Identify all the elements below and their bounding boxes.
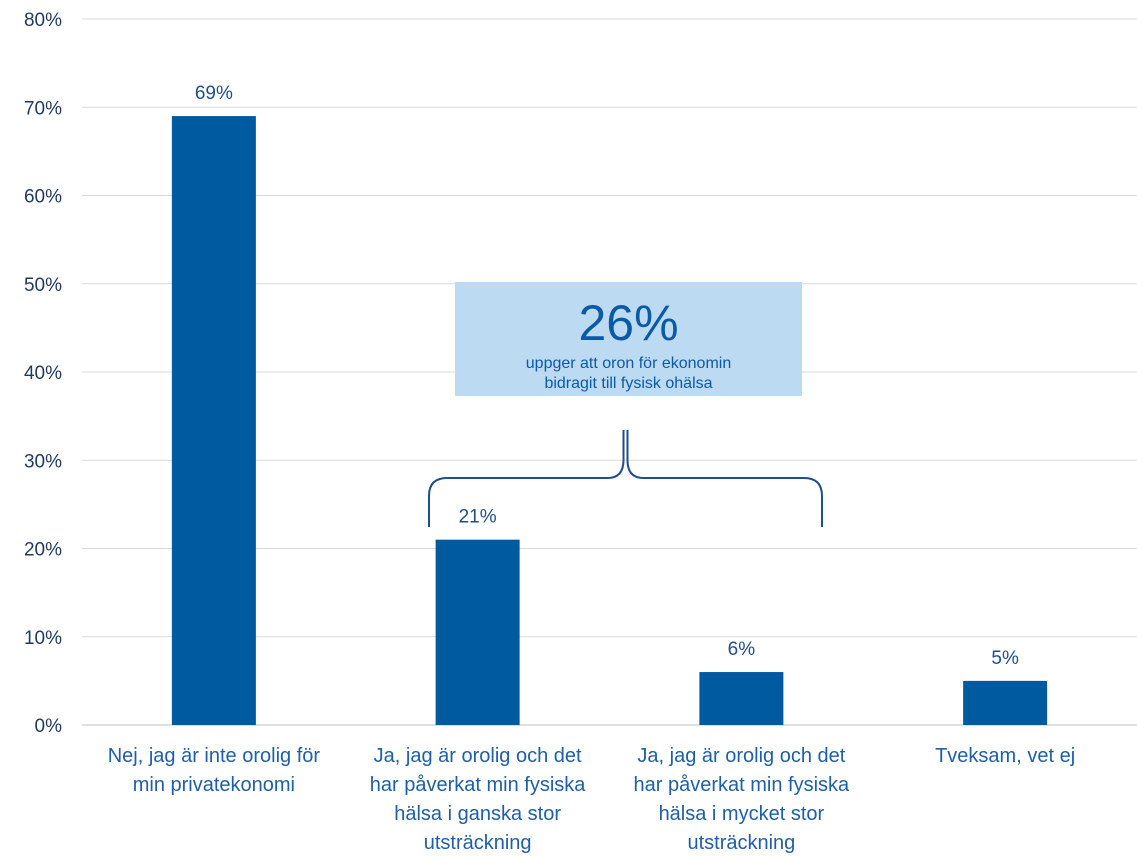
callout-text-line: uppger att oron för ekonomin [526,355,731,372]
y-axis-tick-labels: 0% 10% 20% 30% 40% 50% 60% 70% 80% [24,10,62,737]
y-tick-label: 0% [35,716,63,737]
bar [435,539,520,725]
y-tick-label: 40% [24,363,62,384]
x-axis-category-labels: Nej, jag är inte orolig för min privateko… [108,745,1075,854]
y-tick-label: 30% [24,451,62,472]
x-category-label: Ja, jag är orolig och det har påverkat mi… [634,745,851,854]
x-category-label: Nej, jag är inte orolig för min privateko… [108,745,321,796]
callout-text-line: bidragit till fysisk ohälsa [544,375,712,392]
y-tick-label: 10% [24,628,62,649]
data-labels: 69% 21% 6% 5% [195,83,1019,669]
bar [699,672,784,725]
bars [171,116,1048,725]
data-label: 69% [195,83,233,104]
data-label: 6% [728,639,756,660]
bar [963,680,1048,725]
data-label: 21% [459,507,497,528]
callout-box [455,282,802,396]
callout: 26% uppger att oron för ekonomin bidragi… [428,282,823,527]
x-category-label: Tveksam, vet ej [935,745,1075,767]
callout-value: 26% [578,295,678,351]
y-tick-label: 20% [24,540,62,561]
y-tick-label: 60% [24,187,62,208]
y-tick-label: 50% [24,275,62,296]
y-tick-label: 80% [24,10,62,31]
y-tick-label: 70% [24,98,62,119]
bar [171,116,256,725]
x-category-label: Ja, jag är orolig och det har påverkat mi… [370,745,587,854]
data-label: 5% [991,648,1019,669]
curly-brace [428,430,823,527]
